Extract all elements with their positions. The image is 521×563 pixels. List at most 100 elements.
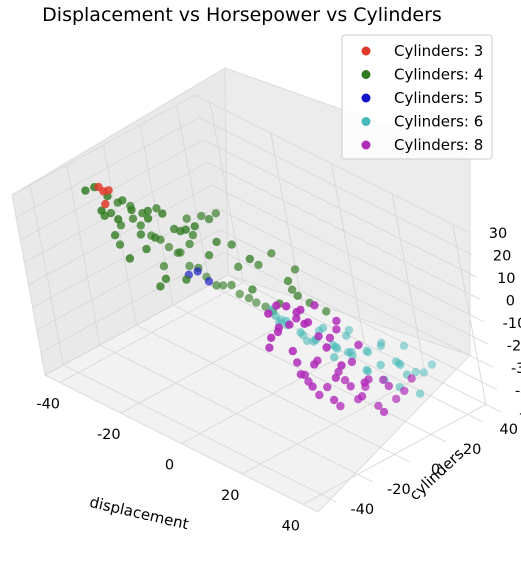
data-point bbox=[362, 346, 371, 355]
data-point bbox=[346, 382, 355, 391]
data-point bbox=[143, 214, 153, 223]
data-point bbox=[197, 211, 206, 221]
data-point bbox=[188, 230, 198, 240]
data-point bbox=[204, 214, 214, 224]
data-point bbox=[190, 222, 199, 231]
data-point bbox=[318, 323, 328, 333]
data-point bbox=[415, 389, 425, 398]
data-point bbox=[310, 301, 319, 310]
data-point bbox=[392, 394, 401, 404]
data-point bbox=[296, 305, 305, 314]
y-tick-label: -40 bbox=[350, 502, 374, 518]
legend-label: Cylinders: 8 bbox=[394, 136, 483, 154]
data-point bbox=[151, 233, 160, 242]
data-point bbox=[115, 240, 125, 249]
z-grid-back bbox=[219, 229, 493, 368]
data-point bbox=[234, 262, 243, 271]
z-grid-left bbox=[32, 207, 216, 308]
data-point bbox=[329, 395, 339, 405]
data-point bbox=[252, 298, 261, 307]
legend-label: Cylinders: 3 bbox=[394, 42, 483, 60]
z-grid-left bbox=[15, 117, 200, 218]
z-grid-back bbox=[203, 139, 477, 278]
z-grid-left bbox=[28, 184, 212, 286]
x-axis-label: displacement bbox=[88, 493, 191, 533]
legend: Cylinders: 3 Cylinders: 4 Cylinders: 5 Cyli… bbox=[341, 34, 493, 160]
data-point bbox=[419, 368, 428, 377]
legend-marker bbox=[361, 140, 371, 150]
data-point bbox=[204, 277, 214, 286]
data-point bbox=[315, 390, 324, 400]
data-point bbox=[392, 357, 401, 366]
data-point bbox=[227, 280, 236, 290]
z-grid-back bbox=[198, 117, 473, 255]
data-point bbox=[342, 331, 351, 340]
data-point bbox=[272, 301, 281, 310]
data-point bbox=[287, 285, 297, 294]
data-point bbox=[292, 314, 301, 323]
x-tick-label: -20 bbox=[97, 427, 121, 443]
legend-marker bbox=[361, 117, 371, 126]
data-point bbox=[384, 381, 393, 391]
data-point bbox=[181, 225, 190, 234]
x-tick-label: 0 bbox=[165, 458, 174, 474]
data-point bbox=[267, 249, 276, 258]
z-grid-left bbox=[44, 274, 229, 376]
data-point bbox=[274, 323, 284, 332]
z-tick-label: 0 bbox=[506, 294, 515, 310]
y-tick-label: 0 bbox=[431, 462, 440, 478]
data-point bbox=[143, 206, 152, 216]
data-point bbox=[212, 237, 221, 247]
data-point bbox=[337, 361, 346, 370]
data-point bbox=[158, 209, 167, 218]
z-grid-back bbox=[194, 94, 469, 233]
data-point bbox=[218, 281, 228, 290]
x-tick-labels: -40 -20 0 20 40 bbox=[36, 397, 300, 535]
data-point bbox=[267, 333, 276, 342]
data-point bbox=[283, 276, 293, 286]
data-point bbox=[101, 199, 110, 209]
data-point bbox=[325, 333, 335, 343]
data-point bbox=[285, 320, 294, 329]
data-point bbox=[173, 248, 183, 257]
data-point bbox=[136, 230, 146, 239]
data-point bbox=[288, 346, 297, 356]
data-point bbox=[330, 353, 339, 362]
z-grid-back bbox=[215, 207, 489, 345]
y-grid-floor bbox=[63, 364, 337, 503]
legend-label: Cylinders: 6 bbox=[394, 113, 483, 131]
data-point bbox=[314, 332, 323, 341]
data-point bbox=[254, 260, 263, 270]
data-point bbox=[204, 251, 214, 260]
data-point bbox=[156, 282, 165, 291]
data-point bbox=[407, 374, 416, 383]
z-grid-left bbox=[11, 94, 196, 196]
legend-marker bbox=[361, 70, 371, 79]
data-point bbox=[161, 274, 171, 283]
data-point bbox=[296, 370, 305, 379]
data-point bbox=[400, 386, 409, 396]
y-tick-labels: -40 -20 0 20 40 bbox=[350, 422, 517, 518]
data-point bbox=[308, 382, 317, 391]
data-point bbox=[427, 360, 437, 369]
legend-frame bbox=[341, 34, 493, 160]
y-tick-label: 20 bbox=[463, 442, 481, 458]
data-point bbox=[265, 343, 274, 352]
data-point bbox=[310, 360, 319, 369]
y-grid-floor bbox=[99, 344, 374, 483]
x-tick-label: -40 bbox=[36, 397, 60, 413]
legend-marker bbox=[361, 46, 371, 56]
y-tick-label: 40 bbox=[499, 422, 517, 438]
data-point bbox=[136, 221, 145, 230]
z-tick-label: -10 bbox=[503, 316, 521, 332]
data-point bbox=[332, 316, 341, 326]
data-point bbox=[374, 401, 383, 410]
data-point bbox=[336, 401, 345, 411]
data-point bbox=[344, 348, 353, 357]
data-point bbox=[245, 254, 254, 264]
z-grid-back bbox=[207, 162, 481, 300]
data-point bbox=[264, 309, 273, 318]
data-point bbox=[340, 376, 350, 385]
data-point bbox=[185, 239, 194, 249]
